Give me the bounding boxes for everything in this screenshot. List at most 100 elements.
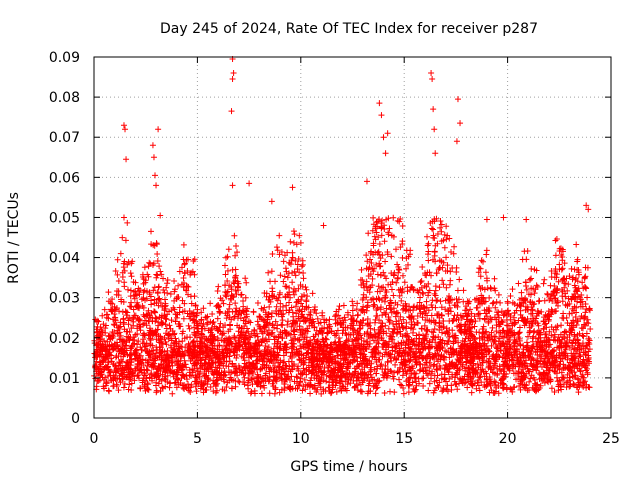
data-point <box>290 228 297 235</box>
data-point <box>186 325 193 332</box>
data-point <box>560 310 567 317</box>
data-point <box>547 282 554 289</box>
data-point <box>454 287 461 294</box>
data-point <box>364 299 371 306</box>
data-point <box>536 297 543 304</box>
data-point <box>396 376 403 383</box>
data-point <box>456 276 463 283</box>
data-point <box>155 283 162 290</box>
data-point <box>226 305 233 312</box>
data-point <box>110 383 117 390</box>
data-point <box>278 321 285 328</box>
data-point <box>147 325 154 332</box>
data-point <box>193 380 200 387</box>
data-point <box>540 326 547 333</box>
data-point <box>566 310 573 317</box>
data-point <box>393 279 400 286</box>
data-point <box>289 254 296 261</box>
data-point <box>123 309 130 316</box>
data-point <box>274 247 281 254</box>
data-point <box>118 296 125 303</box>
data-point <box>231 232 238 239</box>
data-point <box>146 289 153 296</box>
data-point <box>301 376 308 383</box>
data-point <box>439 277 446 284</box>
data-point <box>486 294 493 301</box>
data-point <box>467 306 474 313</box>
data-point <box>200 305 207 312</box>
data-point <box>223 293 230 300</box>
data-point <box>272 278 279 285</box>
data-point <box>266 303 273 310</box>
data-point <box>225 246 232 253</box>
data-point <box>326 316 333 323</box>
data-point <box>192 372 199 379</box>
data-point <box>294 374 301 381</box>
data-point <box>286 376 293 383</box>
data-point <box>515 317 522 324</box>
data-point <box>417 279 424 286</box>
data-point <box>232 383 239 390</box>
data-point <box>110 321 117 328</box>
data-point <box>487 314 494 321</box>
data-point <box>491 390 498 397</box>
data-point <box>541 297 548 304</box>
data-point <box>222 254 229 261</box>
data-point <box>165 335 172 342</box>
data-point <box>433 297 440 304</box>
data-point <box>378 284 385 291</box>
data-point <box>155 380 162 387</box>
data-point <box>365 333 372 340</box>
data-point <box>417 361 424 368</box>
data-point <box>144 381 151 388</box>
data-point <box>387 388 394 395</box>
data-point <box>288 323 295 330</box>
data-point <box>213 325 220 332</box>
data-point <box>558 369 565 376</box>
data-point <box>373 312 380 319</box>
data-point <box>446 333 453 340</box>
data-point <box>448 386 455 393</box>
data-point <box>135 371 142 378</box>
data-point <box>456 366 463 373</box>
data-point <box>271 390 278 397</box>
data-point <box>535 298 542 305</box>
data-point <box>385 229 392 236</box>
data-point <box>381 390 388 397</box>
data-point <box>245 318 252 325</box>
data-point <box>191 354 198 361</box>
data-point <box>478 257 485 264</box>
data-point <box>517 386 524 393</box>
data-point <box>125 386 132 393</box>
data-point <box>474 361 481 368</box>
data-point <box>282 328 289 335</box>
data-point <box>381 238 388 245</box>
data-point <box>465 368 472 375</box>
data-point <box>214 287 221 294</box>
data-point <box>370 214 377 221</box>
data-point <box>541 276 548 283</box>
data-point <box>462 379 469 386</box>
data-point <box>483 251 490 258</box>
data-point <box>536 370 543 377</box>
data-point <box>554 337 561 344</box>
data-point <box>333 388 340 395</box>
data-point <box>216 342 223 349</box>
data-point <box>425 289 432 296</box>
data-point <box>401 279 408 286</box>
data-point <box>372 390 379 397</box>
data-point <box>347 380 354 387</box>
data-point <box>376 263 383 270</box>
data-point <box>480 368 487 375</box>
data-point <box>526 276 533 283</box>
data-point <box>365 388 372 395</box>
data-point <box>437 224 444 231</box>
data-point <box>180 315 187 322</box>
data-point <box>393 246 400 253</box>
data-point <box>309 290 316 297</box>
data-point <box>277 307 284 314</box>
data-point <box>176 268 183 275</box>
data-point <box>425 387 432 394</box>
data-point <box>299 387 306 394</box>
